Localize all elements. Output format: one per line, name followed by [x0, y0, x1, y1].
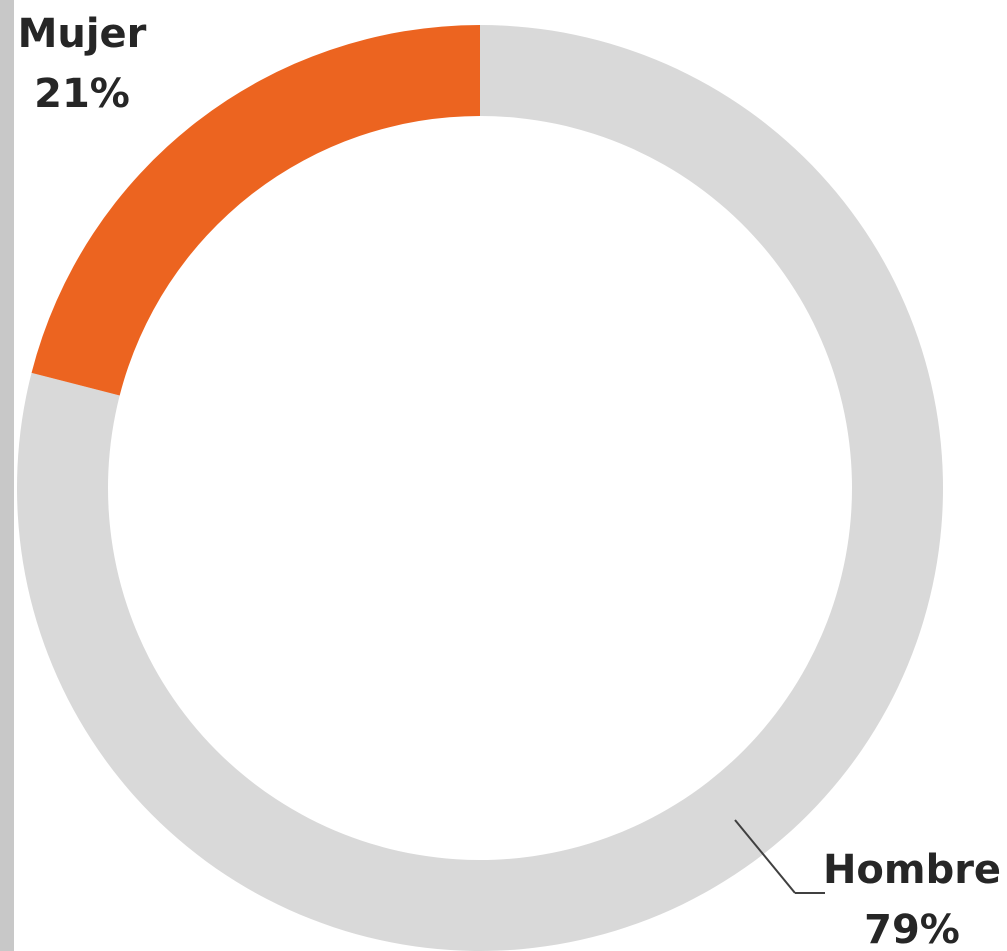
mujer-category-label: Mujer: [18, 11, 147, 57]
hombre-category-label: Hombre: [823, 847, 1001, 893]
mujer-value-label: 21%: [34, 71, 130, 117]
donut-slices: [17, 25, 943, 951]
hombre-leader-line: [734, 819, 796, 894]
hombre-value-label: 79%: [864, 907, 960, 951]
left-border-strip: [0, 0, 14, 951]
slice-mujer: [31, 25, 481, 396]
